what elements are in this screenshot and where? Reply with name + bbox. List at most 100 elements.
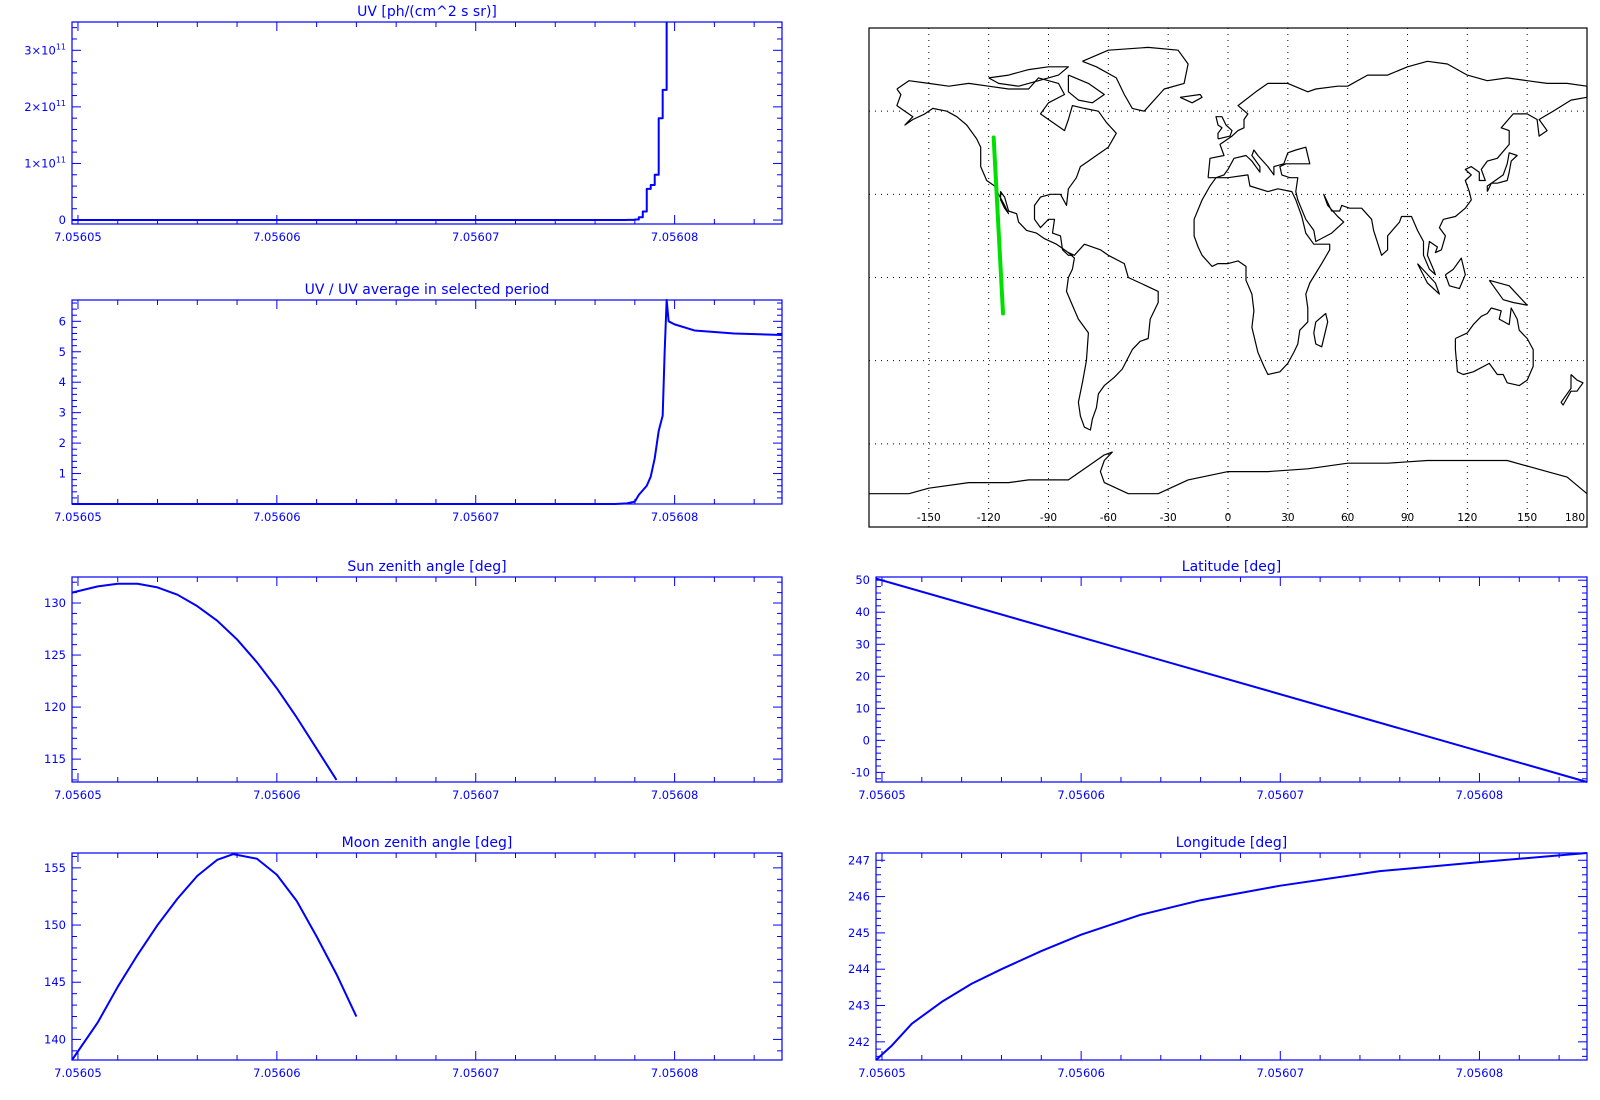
x-tick-label: 7.05608 [1456, 788, 1504, 802]
plot-frame [71, 576, 783, 783]
x-tick-label: 7.05606 [1057, 788, 1105, 802]
x-tick-label: 7.05606 [253, 788, 301, 802]
world-map: -150 -120 -90 -60 -30 0 30 60 90 120 150 180 [868, 27, 1588, 528]
plot-frame [875, 852, 1588, 1061]
map-frame [868, 27, 1588, 528]
coastline-canadian-arctic [988, 66, 1070, 87]
y-tick-label: 10 [855, 701, 870, 715]
x-tick-label: 7.05607 [1257, 1066, 1305, 1080]
map-lon-label: 180 [1565, 512, 1585, 524]
x-tick-label: 7.05606 [253, 230, 301, 244]
series-line [72, 22, 668, 222]
x-tick-label: 7.05605 [54, 230, 102, 244]
coastline-baffin [1067, 74, 1105, 104]
map-lon-label: -90 [1040, 512, 1057, 524]
y-tick-label: 0 [863, 733, 870, 747]
coastline-africa [1193, 174, 1331, 376]
y-tick-label: 4 [59, 375, 66, 389]
chart-title: UV [ph/(cm^2 s sr)] [357, 4, 497, 20]
map-lon-label: -30 [1160, 512, 1177, 524]
series-line [875, 852, 1588, 1061]
y-tick-label: 120 [44, 700, 66, 714]
x-tick-label: 7.05608 [651, 788, 699, 802]
y-tick-label: 130 [44, 596, 66, 610]
y-tick-label: 115 [44, 752, 66, 766]
chart-title: UV / UV average in selected period [305, 282, 550, 298]
x-tick-label: 7.05606 [253, 510, 301, 524]
y-tick-label: 3×1011 [24, 42, 66, 57]
x-tick-label: 7.05608 [651, 510, 699, 524]
y-tick-label: 6 [59, 314, 66, 328]
coastline-new-zealand [1560, 374, 1584, 406]
y-tick-label: 2 [59, 436, 66, 450]
chart-title: Sun zenith angle [deg] [347, 559, 506, 575]
x-tick-label: 7.05605 [858, 1066, 906, 1080]
coastline-new-guinea [1488, 279, 1528, 306]
x-tick-label: 7.05606 [1057, 1066, 1105, 1080]
y-tick-label: 1×1011 [24, 155, 66, 170]
y-tick-label: 125 [44, 648, 66, 662]
map-lon-label: -120 [977, 512, 1001, 524]
chart-title: Longitude [deg] [1176, 835, 1287, 851]
series-line [72, 299, 783, 505]
map-lon-label: 0 [1225, 512, 1232, 524]
chart-longitude: Longitude [deg] 7.05605 7.05606 7.05607 7.05… [848, 835, 1588, 1080]
coastline-japan [1486, 152, 1518, 192]
x-tick-label: 7.05607 [1257, 788, 1305, 802]
chart-title: Moon zenith angle [deg] [342, 835, 513, 851]
coastline-south-america [1065, 243, 1159, 431]
map-lon-label: 60 [1341, 512, 1354, 524]
chart-latitude: Latitude [deg] 7.05605 7.05606 7.05607 7.056… [851, 559, 1588, 802]
chart-sun-zenith: Sun zenith angle [deg] 7.05605 7.05606 7.05… [44, 559, 783, 802]
y-tick-label: 140 [44, 1032, 66, 1046]
y-tick-label: 0 [59, 213, 66, 227]
coastline-borneo [1444, 257, 1466, 290]
y-tick-label: 246 [848, 890, 870, 904]
y-tick-label: 20 [855, 669, 870, 683]
coastline-madagascar [1313, 312, 1329, 348]
map-lon-label: -150 [917, 512, 941, 524]
map-lon-label: 120 [1457, 512, 1477, 524]
plot-frame [71, 299, 783, 505]
y-tick-label: 2×1011 [24, 99, 66, 114]
chart-uv: UV [ph/(cm^2 s sr)] 7.05605 7.05606 7.05607… [24, 4, 783, 244]
x-tick-label: 7.05608 [651, 230, 699, 244]
y-tick-label: 150 [44, 918, 66, 932]
y-tick-label: 1 [59, 467, 66, 481]
x-tick-label: 7.05608 [651, 1066, 699, 1080]
y-tick-label: 145 [44, 975, 66, 989]
map-lon-label: -60 [1100, 512, 1117, 524]
map-lon-label: 150 [1517, 512, 1537, 524]
y-tick-label: 247 [848, 853, 870, 867]
y-tick-label: 155 [44, 861, 66, 875]
y-tick-label: 50 [855, 573, 870, 587]
y-tick-label: 243 [848, 999, 870, 1013]
map-lon-label: 30 [1281, 512, 1294, 524]
series-line [875, 577, 1588, 783]
y-tick-label: 5 [59, 345, 66, 359]
y-tick-label: -10 [851, 765, 870, 779]
y-tick-label: 244 [848, 962, 870, 976]
x-tick-label: 7.05608 [1456, 1066, 1504, 1080]
coastline-greenland [1082, 46, 1189, 112]
y-tick-label: 3 [59, 406, 66, 420]
x-tick-label: 7.05607 [452, 788, 500, 802]
coastline-north-america [896, 77, 1117, 256]
x-tick-label: 7.05605 [54, 788, 102, 802]
coastline-uk [1215, 116, 1233, 140]
x-tick-label: 7.05607 [452, 510, 500, 524]
chart-moon-zenith: Moon zenith angle [deg] 7.05605 7.05606 7.0… [44, 835, 783, 1080]
coastline-eurasia [1207, 60, 1588, 276]
coastline-iceland [1179, 93, 1203, 104]
x-tick-label: 7.05605 [858, 788, 906, 802]
ground-track [991, 135, 1006, 316]
chart-title: Latitude [deg] [1182, 559, 1281, 575]
chart-uv-ratio: UV / UV average in selected period 7.0560… [54, 282, 783, 524]
y-tick-label: 242 [848, 1035, 870, 1049]
series-line [71, 582, 338, 781]
y-tick-label: 40 [855, 605, 870, 619]
y-tick-label: 30 [855, 637, 870, 651]
plot-frame [875, 576, 1588, 783]
map-lon-label: 90 [1401, 512, 1414, 524]
